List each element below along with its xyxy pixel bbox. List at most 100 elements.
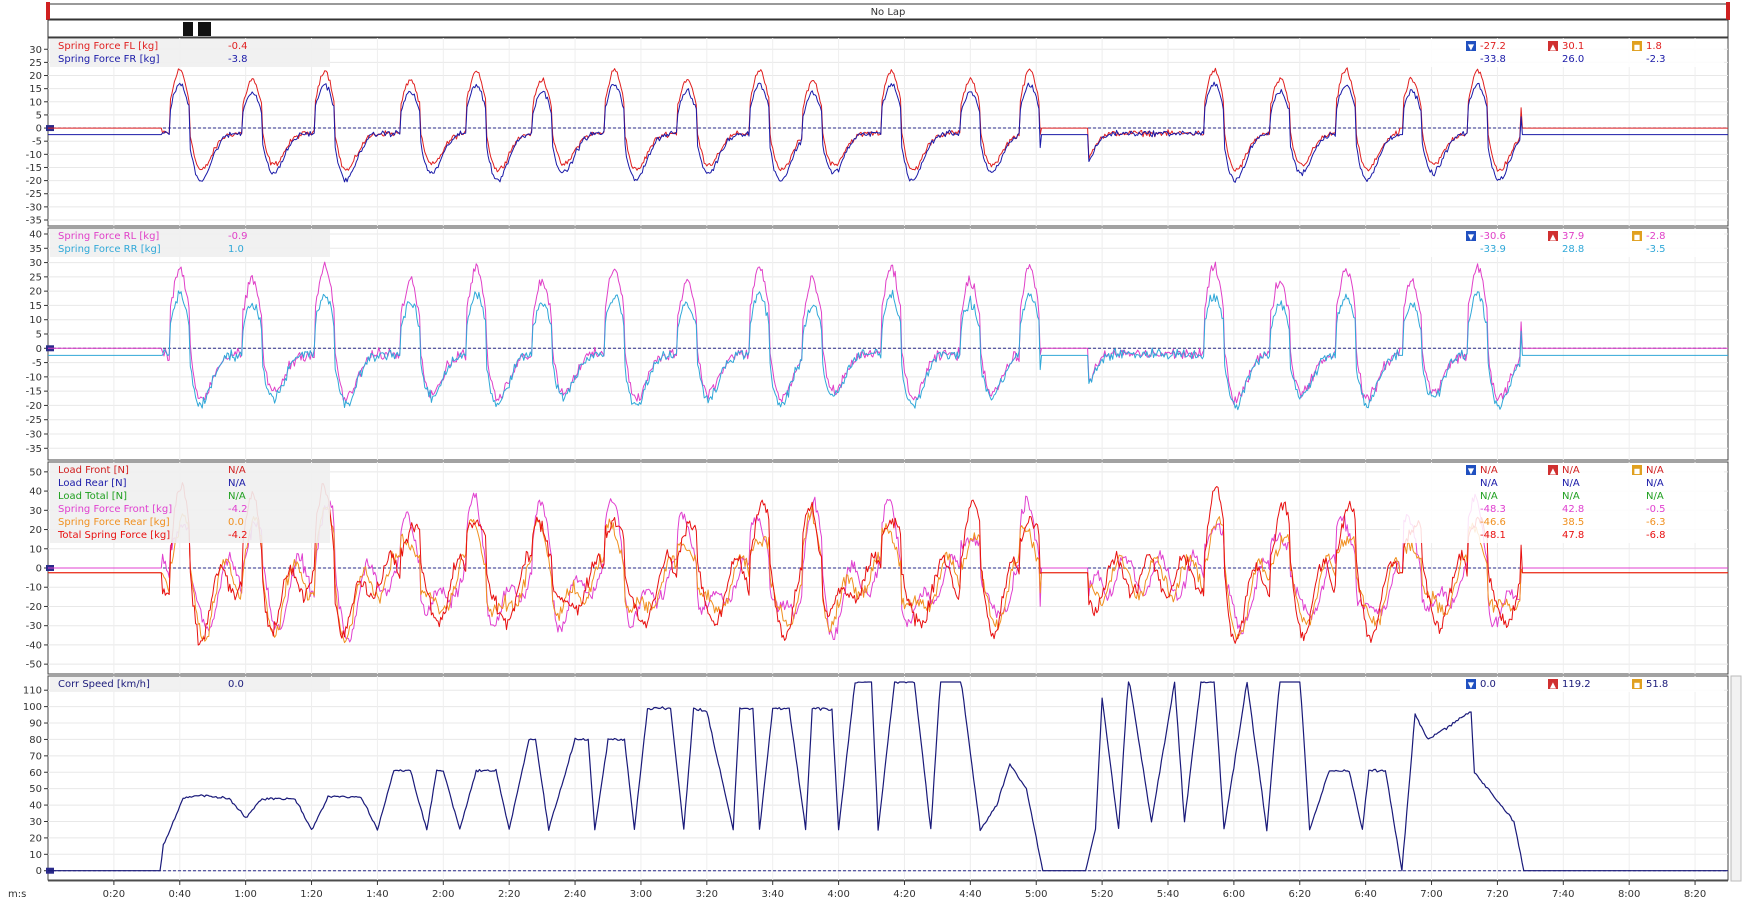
channel-max: 37.9: [1562, 231, 1584, 242]
stat-icon-glyph: ▲: [1550, 43, 1557, 52]
stat-icon-avg[interactable]: [1632, 465, 1642, 475]
channel-avg: -2.3: [1646, 54, 1666, 65]
x-tick-label: 4:00: [827, 889, 849, 900]
overview-marker-2[interactable]: [198, 22, 211, 36]
stat-icon-avg[interactable]: [1632, 231, 1642, 241]
y-tick-label: -50: [26, 660, 42, 671]
y-tick-label: 5: [36, 330, 42, 341]
y-tick-label: 80: [29, 735, 42, 746]
channel-max: 119.2: [1562, 679, 1591, 690]
channel-name[interactable]: Spring Force FL [kg]: [58, 41, 158, 52]
channel-name[interactable]: Spring Force RL [kg]: [58, 231, 159, 242]
stat-icon-min[interactable]: [1466, 679, 1476, 689]
y-tick-label: 10: [29, 315, 42, 326]
x-tick-label: 1:40: [366, 889, 388, 900]
channel-avg: -2.8: [1646, 231, 1666, 242]
stats-bg: [1400, 229, 1724, 257]
x-tick-label: 3:20: [696, 889, 718, 900]
channel-avg: 1.8: [1646, 41, 1662, 52]
channel-min: -33.8: [1480, 54, 1506, 65]
legend-bg: [50, 463, 330, 543]
x-tick-label: 6:40: [1354, 889, 1376, 900]
x-tick-label: 6:00: [1223, 889, 1245, 900]
stat-icon-min[interactable]: [1466, 41, 1476, 51]
y-tick-label: -25: [26, 189, 42, 200]
y-tick-label: -5: [32, 358, 42, 369]
stats-bg: [1400, 463, 1724, 543]
stat-icon-glyph: ▲: [1550, 233, 1557, 242]
legend-bg: [50, 39, 330, 67]
y-tick-label: 0: [36, 344, 42, 355]
series-line-spring-force-fl-kg-[interactable]: [48, 67, 1728, 173]
y-tick-label: 5: [36, 110, 42, 121]
x-tick-label: 7:00: [1420, 889, 1442, 900]
overview-marker-1[interactable]: [183, 22, 193, 36]
vertical-scrollbar[interactable]: [1730, 675, 1742, 882]
overview-bar[interactable]: [47, 19, 1729, 38]
y-tick-label: 15: [29, 84, 42, 95]
channel-name[interactable]: Spring Force Rear [kg]: [58, 517, 170, 528]
channel-name[interactable]: Total Spring Force [kg]: [57, 530, 170, 541]
x-tick-label: 2:20: [498, 889, 520, 900]
y-tick-label: 40: [29, 487, 42, 498]
y-tick-label: -30: [26, 621, 42, 632]
panel-frame: [47, 675, 1729, 881]
series-line-corr-speed-km-h-[interactable]: [48, 681, 1728, 872]
channel-name[interactable]: Load Front [N]: [58, 465, 129, 476]
channel-max: 28.8: [1562, 244, 1584, 255]
x-tick-label: 7:20: [1486, 889, 1508, 900]
channel-name[interactable]: Spring Force RR [kg]: [58, 244, 161, 255]
stat-icon-max[interactable]: [1548, 465, 1558, 475]
y-tick-label: 110: [23, 686, 42, 697]
y-tick-label: 0: [36, 124, 42, 135]
channel-max: N/A: [1562, 465, 1580, 476]
y-tick-label: -10: [26, 583, 42, 594]
stat-icon-glyph: ◼: [1634, 43, 1641, 52]
channel-value: -4.2: [228, 530, 248, 541]
stat-icon-avg[interactable]: [1632, 41, 1642, 51]
stat-icon-avg[interactable]: [1632, 679, 1642, 689]
stat-icon-max[interactable]: [1548, 679, 1558, 689]
channel-avg: -6.8: [1646, 530, 1666, 541]
channel-name[interactable]: Spring Force Front [kg]: [58, 504, 172, 515]
lap-end-marker[interactable]: [1726, 2, 1730, 20]
channel-value: N/A: [228, 491, 246, 502]
x-tick-label: 4:40: [959, 889, 981, 900]
channel-max: 26.0: [1562, 54, 1584, 65]
series-line-spring-force-fr-kg-[interactable]: [48, 81, 1728, 183]
time-axis-unit: m:s: [8, 889, 26, 900]
y-tick-label: 15: [29, 301, 42, 312]
stat-icon-glyph: ▼: [1468, 681, 1475, 690]
channel-name[interactable]: Load Total [N]: [58, 491, 127, 502]
channel-name[interactable]: Spring Force FR [kg]: [58, 54, 160, 65]
x-tick-label: 5:00: [1025, 889, 1047, 900]
y-tick-label: 10: [29, 97, 42, 108]
x-tick-label: 6:20: [1289, 889, 1311, 900]
x-tick-label: 5:40: [1157, 889, 1179, 900]
y-tick-label: 50: [29, 467, 42, 478]
channel-value: -0.9: [228, 231, 248, 242]
panel-spring-force-front[interactable]: 30 25 20 15 10 5 0 -5 -10 -15 -20 -25 -30 -35 ▼ ▲ ◼ Sprin…: [26, 37, 1729, 227]
channel-name[interactable]: Load Rear [N]: [58, 478, 127, 489]
stat-icon-max[interactable]: [1548, 231, 1558, 241]
stat-icon-max[interactable]: [1548, 41, 1558, 51]
lap-start-marker[interactable]: [46, 2, 50, 20]
x-tick-label: 1:20: [300, 889, 322, 900]
channel-min: 0.0: [1480, 679, 1496, 690]
channel-name[interactable]: Corr Speed [km/h]: [58, 679, 150, 690]
x-tick-label: 7:40: [1552, 889, 1574, 900]
series-line-spring-force-rr-kg-[interactable]: [48, 289, 1728, 411]
channel-max: N/A: [1562, 478, 1580, 489]
series-line-spring-force-rl-kg-[interactable]: [48, 261, 1728, 405]
y-tick-label: -35: [26, 216, 42, 227]
panel-load-and-total-spring[interactable]: 50 40 30 20 10 0 -10 -20 -30 -40 -50 ▼ ▲ ◼ Load Front …: [26, 461, 1729, 675]
channel-min: -48.1: [1480, 530, 1506, 541]
time-axis: m:s 0:20 0:40 1:00 1:20 1:40 2:00 2:20 2:40 3:00…: [8, 880, 1728, 900]
y-tick-label: 20: [29, 71, 42, 82]
stat-icon-min[interactable]: [1466, 231, 1476, 241]
channel-value: -3.8: [228, 54, 248, 65]
panel-spring-force-rear[interactable]: 40 35 30 25 20 15 10 5 0 -5 -10 -15 -20 -25 -30 -35 ▼ ▲ ◼ S…: [26, 227, 1729, 461]
stat-icon-min[interactable]: [1466, 465, 1476, 475]
